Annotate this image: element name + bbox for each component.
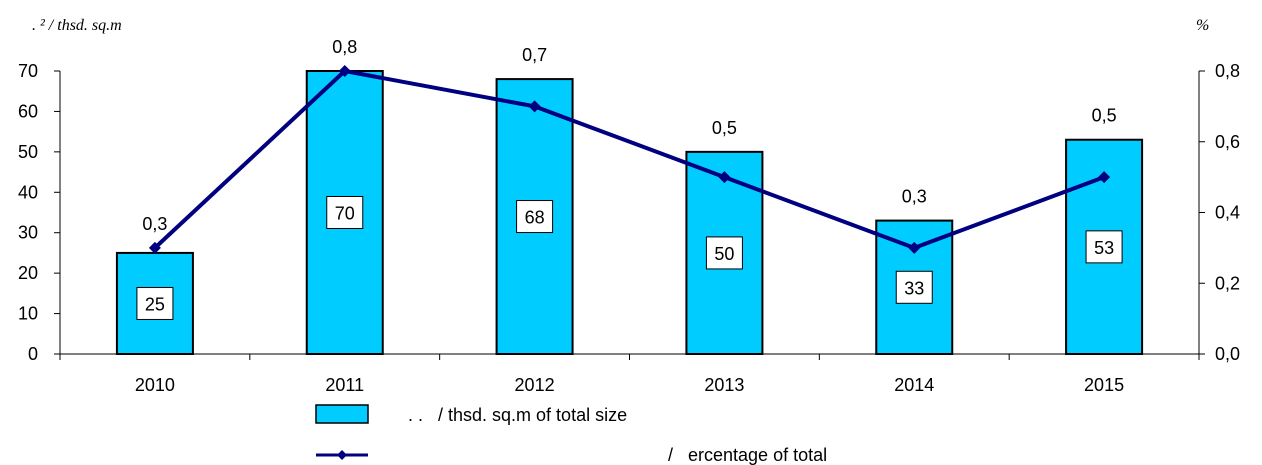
line-point (1098, 171, 1111, 184)
right-axis-tick-label: 0,0 (1215, 344, 1240, 364)
legend-line-label: / ercentage of total (668, 445, 827, 465)
bar-value-label-box (326, 196, 364, 229)
line-value-label: 0,3 (902, 187, 927, 207)
left-axis: 0 10 20 30 40 50 60 70 (18, 61, 61, 364)
x-axis-tick-label: 2014 (894, 375, 934, 395)
line-point (718, 171, 731, 184)
x-axis-tick-label: 2015 (1084, 375, 1124, 395)
right-axis-unit-label: % (1196, 17, 1209, 34)
bar-value-label-box (136, 286, 174, 320)
right-axis: 0,0 0,2 0,4 0,6 0,8 (1198, 61, 1240, 364)
line-path (153, 69, 1105, 250)
left-axis-tick-label: 10 (18, 304, 38, 324)
x-axis-tick-label: 2013 (704, 375, 744, 395)
legend: . . / thsd. sq.m of total size / ercenta… (315, 404, 827, 465)
bar-value-label-box (895, 270, 933, 304)
line-value-label: 0,8 (332, 37, 357, 57)
right-axis-tick-label: 0,2 (1215, 273, 1240, 293)
line-point (338, 65, 351, 77)
right-axis-tick-label: 0,8 (1215, 61, 1240, 81)
left-axis-tick-label: 70 (18, 61, 38, 81)
line-value-label: 0,7 (522, 45, 547, 65)
right-axis-tick-label: 0,6 (1215, 132, 1240, 152)
line-point (148, 241, 161, 254)
left-axis-tick-label: 0 (28, 344, 38, 364)
bar-value-labels: 25 70 68 50 33 53 (136, 196, 1123, 320)
bar-value-label: 68 (525, 208, 545, 228)
line-series (148, 65, 1111, 254)
bar-value-label-box (516, 200, 554, 234)
x-axis-tick-label: 2011 (325, 375, 364, 395)
left-axis-tick-label: 20 (18, 263, 38, 283)
line-value-label: 0,5 (712, 118, 737, 138)
line-value-label: 0,3 (142, 214, 167, 234)
x-axis-tick-label: 2012 (515, 375, 555, 395)
left-axis-unit-label: . ² / thsd. sq.m (32, 17, 122, 34)
legend-bar-label: . . / thsd. sq.m of total size (408, 405, 627, 425)
bar-value-label: 53 (1094, 238, 1114, 258)
bar-series (115, 70, 1144, 355)
bar-value-label: 50 (714, 244, 734, 264)
bar-value-label-box (1085, 230, 1123, 264)
legend-bar-swatch (315, 404, 369, 424)
line-point (908, 241, 921, 254)
x-axis: 2010 2011 2012 2013 2014 2015 (59, 353, 1200, 395)
left-axis-tick-label: 50 (18, 142, 38, 162)
legend-line-marker (337, 450, 347, 460)
bar-value-label-box (705, 236, 743, 270)
bar-value-label: 25 (145, 294, 165, 314)
left-axis-tick-label: 40 (18, 182, 38, 202)
x-axis-tick-label: 2010 (135, 375, 175, 395)
line-value-label: 0,5 (1092, 106, 1117, 126)
right-axis-tick-label: 0,4 (1215, 203, 1240, 223)
left-axis-tick-label: 60 (18, 101, 38, 121)
line-point (528, 100, 541, 113)
line-value-labels: 0,3 0,8 0,7 0,5 0,3 0,5 (142, 37, 1116, 234)
bar-value-label: 33 (904, 278, 924, 298)
bar-value-label: 70 (335, 204, 355, 224)
left-axis-tick-label: 30 (18, 223, 38, 243)
